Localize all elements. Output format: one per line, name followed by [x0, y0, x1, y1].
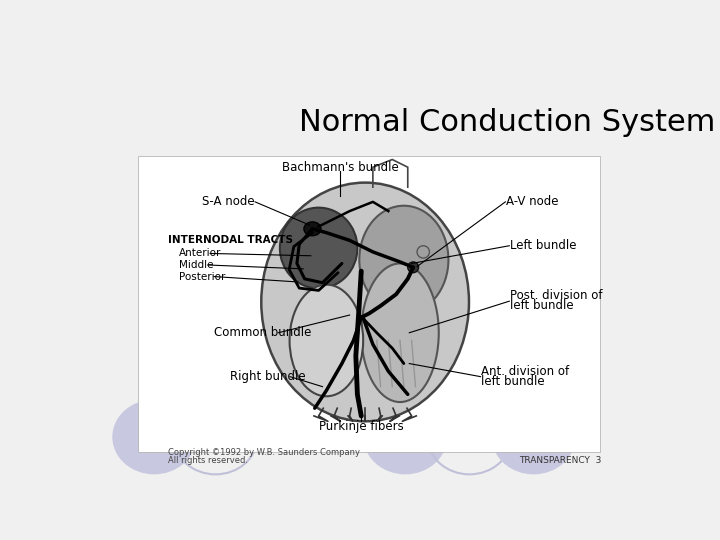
Ellipse shape	[408, 262, 418, 273]
Text: Left bundle: Left bundle	[510, 239, 577, 252]
Ellipse shape	[280, 208, 357, 288]
Text: Normal Conduction System: Normal Conduction System	[300, 108, 716, 137]
Ellipse shape	[364, 400, 447, 474]
Text: Right bundle: Right bundle	[230, 370, 305, 383]
Text: Anterior: Anterior	[179, 248, 222, 259]
Ellipse shape	[359, 206, 449, 314]
Ellipse shape	[112, 400, 196, 474]
Text: Middle: Middle	[179, 260, 214, 270]
Ellipse shape	[289, 285, 363, 396]
Text: A-V node: A-V node	[506, 195, 559, 208]
Ellipse shape	[492, 400, 575, 474]
Text: Post. division of: Post. division of	[510, 289, 603, 302]
Text: Common bundle: Common bundle	[214, 326, 311, 339]
Text: All rights reserved.: All rights reserved.	[168, 456, 248, 465]
Text: Purkinje fibers: Purkinje fibers	[319, 420, 404, 433]
Ellipse shape	[361, 264, 438, 402]
Text: S-A node: S-A node	[202, 195, 254, 208]
Text: Bachmann's bundle: Bachmann's bundle	[282, 161, 399, 174]
Ellipse shape	[261, 183, 469, 421]
Text: TRANSPARENCY  3: TRANSPARENCY 3	[519, 456, 601, 465]
Text: left bundle: left bundle	[482, 375, 545, 388]
Text: Posterior: Posterior	[179, 272, 225, 281]
Text: INTERNODAL TRACTS: INTERNODAL TRACTS	[168, 235, 292, 245]
Bar	[138, 156, 600, 452]
Text: Ant. division of: Ant. division of	[482, 364, 570, 378]
Text: Copyright ©1992 by W.B. Saunders Company: Copyright ©1992 by W.B. Saunders Company	[168, 448, 359, 457]
Ellipse shape	[304, 222, 321, 236]
Text: left bundle: left bundle	[510, 299, 574, 312]
